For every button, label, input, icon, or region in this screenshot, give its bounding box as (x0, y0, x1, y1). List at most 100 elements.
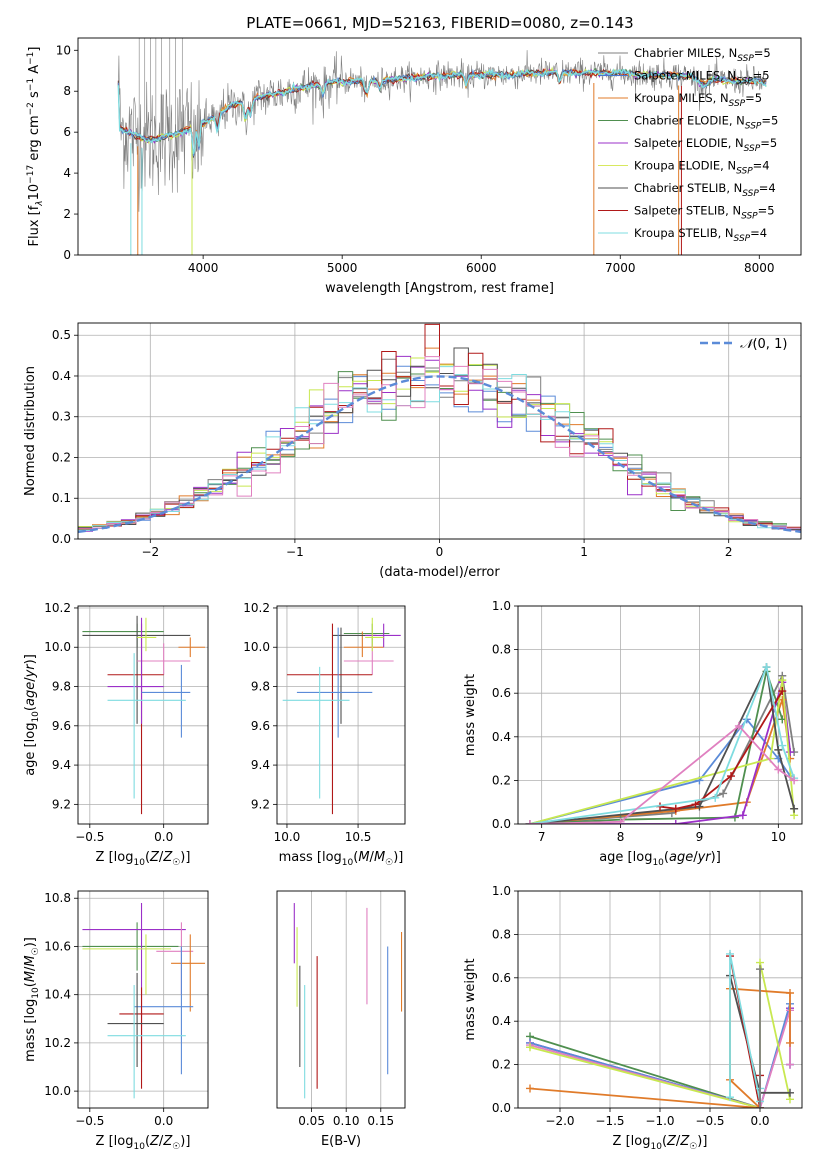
legend-label: Kroupa ELODIE, NSSP=4 (634, 159, 770, 177)
y-tick-label: 10.6 (44, 939, 71, 953)
x-tick-label: −2 (141, 545, 159, 559)
y-tick-label: 10.0 (44, 640, 71, 654)
mass-weight-marker (786, 988, 794, 997)
plot-area (82, 615, 206, 815)
y-tick-label: 0.0 (492, 1101, 511, 1115)
x-tick-label: 10.0 (274, 830, 301, 844)
mass-weight-marker (756, 965, 764, 974)
axes-frame (77, 37, 802, 256)
x-tick-label: 7 (538, 830, 546, 844)
plot-area (117, 38, 767, 255)
x-tick-label: −1 (286, 545, 304, 559)
y-tick-label: 0.2 (492, 773, 511, 787)
y-tick-label: 0 (63, 248, 71, 262)
x-tick-label: −1.0 (645, 1114, 674, 1128)
legend-label: 𝒩(0, 1) (740, 337, 787, 352)
x-tick-label: 0.0 (750, 1114, 769, 1128)
mass-weight-marker (774, 745, 783, 754)
legend-label: Salpeter STELIB, NSSP=5 (634, 204, 775, 222)
legend-label: Chabrier STELIB, NSSP=4 (634, 181, 776, 199)
model-spectrum-line (117, 67, 767, 154)
y-axis-label: mass weight (463, 674, 478, 756)
mass-weight-line (729, 953, 761, 1102)
y-tick-label: 10 (56, 43, 71, 57)
y-axis-label: Normed distribution (23, 366, 38, 496)
mass-weight-marker (711, 793, 720, 802)
y-tick-label: 0.1 (52, 491, 71, 505)
plot-area (293, 903, 403, 1099)
mass-weight-line (529, 667, 784, 824)
x-tick-label: 9 (696, 830, 704, 844)
legend-label: Kroupa MILES, NSSP=5 (634, 91, 762, 109)
x-tick-label: 5000 (327, 261, 358, 275)
x-tick-label: 4000 (188, 261, 219, 275)
mass-weight-line (529, 663, 795, 824)
legend-label: Kroupa STELIB, NSSP=4 (634, 226, 767, 244)
y-tick-label: 10.2 (44, 601, 71, 615)
mass-weight-marker (691, 800, 700, 809)
y-tick-label: 0.4 (492, 1014, 511, 1028)
data-spectrum-line (118, 50, 767, 212)
y-tick-label: 9.4 (52, 758, 71, 772)
y-tick-label: 9.8 (52, 680, 71, 694)
mass-weight-marker (778, 741, 787, 750)
mass-weight-marker (790, 804, 799, 813)
x-axis-label: Z [log10(Z/Z☉)] (96, 850, 191, 868)
y-tick-label: 0.2 (52, 450, 71, 464)
y-axis-label: mass weight (463, 958, 478, 1040)
plot-area (82, 903, 206, 1099)
age-vs-mass-panel: 10.0 10.5 9.2 9.4 9.6 9.8 10.0 10.2 mass [log10(… (243, 601, 406, 868)
mass-weight-marker (616, 817, 625, 824)
residual-histogram-step (78, 323, 801, 529)
y-tick-label: 0.4 (52, 369, 71, 383)
residual-histogram-panel: −2 −1 0 1 2 0.0 0.1 0.2 0.3 0.4 0.5 (data-model)/er… (23, 322, 802, 580)
mass-weight-marker (526, 1084, 534, 1093)
y-tick-label: 2 (63, 207, 71, 221)
y-tick-label: 0.5 (52, 328, 71, 342)
axes-frame (77, 890, 209, 1109)
x-axis-label: Z [log10(Z/Z☉)] (613, 1134, 708, 1152)
model-spectrum-line (117, 68, 767, 155)
y-tick-label: 9.2 (251, 797, 270, 811)
y-tick-label: 10.4 (44, 988, 71, 1002)
residual-histogram-step (78, 356, 801, 530)
x-axis-label: wavelength [Angstrom, rest frame] (325, 281, 554, 296)
mass-weight-marker (756, 1104, 764, 1108)
figure-title: PLATE=0661, MJD=52163, FIBERID=0080, z=0… (246, 14, 633, 32)
y-tick-label: 9.6 (251, 719, 270, 733)
x-tick-label: 8 (617, 830, 625, 844)
x-tick-label: 0.05 (298, 1114, 325, 1128)
y-tick-label: 0.2 (492, 1058, 511, 1072)
mass-vs-ebv-panel: 0.05 0.10 0.15 E(B-V) (276, 890, 406, 1149)
y-tick-label: 9.2 (52, 797, 71, 811)
y-axis-label: mass [log10(M/M☉)] (23, 937, 41, 1062)
y-axis-label: age [log10(age/yr)] (23, 654, 41, 776)
x-tick-label: −0.5 (75, 830, 104, 844)
x-tick-label: 0.15 (367, 1114, 394, 1128)
x-tick-label: 1 (580, 545, 588, 559)
x-axis-label: mass [log10(M/M☉)] (279, 850, 404, 868)
y-tick-label: 10.0 (44, 1084, 71, 1098)
y-tick-label: 0.0 (52, 532, 71, 546)
mass-weight-marker (786, 1088, 794, 1097)
y-tick-label: 0.4 (492, 730, 511, 744)
y-tick-label: 9.8 (251, 680, 270, 694)
y-tick-label: 0.3 (52, 410, 71, 424)
mass-weight-marker (526, 1043, 534, 1052)
x-axis-label: Z [log10(Z/Z☉)] (96, 1134, 191, 1152)
mass-weight-marker (762, 663, 771, 672)
y-tick-label: 1.0 (492, 884, 511, 898)
mass-weight-marker (525, 820, 534, 824)
mass-weight-marker (738, 811, 747, 820)
mass-weight-marker (786, 1038, 794, 1047)
x-tick-label: −2.0 (545, 1114, 574, 1128)
legend-label: Salpeter ELODIE, NSSP=5 (634, 136, 777, 154)
mass-weight-marker (786, 748, 795, 757)
y-tick-label: 9.4 (251, 758, 270, 772)
plot-area (78, 323, 801, 534)
y-tick-label: 6 (63, 125, 71, 139)
axes-frame (77, 322, 802, 540)
normal-distribution-curve (78, 375, 801, 534)
axes-frame (517, 605, 803, 825)
